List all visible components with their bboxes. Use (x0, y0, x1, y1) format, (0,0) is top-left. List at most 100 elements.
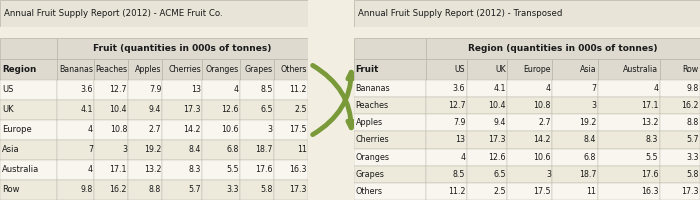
Bar (94, 80, 128, 100)
Text: Europe: Europe (524, 65, 551, 74)
Bar (0, 38, 57, 59)
Text: 8.4: 8.4 (188, 146, 201, 154)
Text: 13: 13 (455, 136, 466, 144)
Bar (240, 160, 274, 180)
Text: 9.8: 9.8 (80, 186, 93, 194)
Text: 2.5: 2.5 (494, 187, 505, 196)
Bar (0, 180, 57, 200)
Bar (162, 120, 202, 140)
Text: 17.1: 17.1 (640, 101, 658, 110)
Text: 4.1: 4.1 (80, 106, 93, 114)
Text: 9.4: 9.4 (149, 106, 161, 114)
Bar (507, 97, 552, 114)
Text: Oranges: Oranges (205, 65, 239, 74)
Text: 17.3: 17.3 (488, 136, 505, 144)
Bar (354, 27, 700, 38)
Text: Row: Row (682, 65, 699, 74)
Bar (0, 27, 308, 38)
Text: 18.7: 18.7 (579, 170, 596, 179)
Text: Asia: Asia (2, 146, 20, 154)
Bar (552, 183, 598, 200)
Bar (240, 140, 274, 160)
Bar (659, 97, 700, 114)
Bar (598, 97, 659, 114)
Text: 12.7: 12.7 (448, 101, 466, 110)
Bar (598, 59, 659, 80)
Text: 3: 3 (122, 146, 127, 154)
Text: 4.1: 4.1 (494, 84, 505, 93)
Text: 19.2: 19.2 (579, 118, 596, 127)
Bar (202, 160, 240, 180)
Text: 17.5: 17.5 (533, 187, 551, 196)
Bar (57, 38, 308, 59)
Bar (659, 131, 700, 149)
Bar (598, 80, 659, 97)
Text: 11.2: 11.2 (448, 187, 466, 196)
Text: 16.3: 16.3 (640, 187, 658, 196)
Bar (240, 59, 274, 80)
Bar (467, 80, 507, 97)
Text: 3.3: 3.3 (226, 186, 239, 194)
Text: 10.6: 10.6 (533, 153, 551, 162)
Bar (162, 160, 202, 180)
Bar (598, 114, 659, 131)
Text: 16.2: 16.2 (110, 186, 127, 194)
Bar (274, 80, 308, 100)
Bar (598, 183, 659, 200)
Bar (57, 59, 94, 80)
Bar (467, 166, 507, 183)
Text: 6.5: 6.5 (494, 170, 505, 179)
Bar (467, 59, 507, 80)
Text: 7: 7 (592, 84, 596, 93)
Bar (202, 100, 240, 120)
Text: UK: UK (2, 106, 13, 114)
Text: US: US (455, 65, 466, 74)
Bar (128, 180, 162, 200)
Text: 2.7: 2.7 (538, 118, 551, 127)
Text: 11: 11 (297, 146, 307, 154)
Bar (162, 80, 202, 100)
Bar (202, 80, 240, 100)
Bar (552, 166, 598, 183)
Bar (274, 120, 308, 140)
Text: US: US (2, 85, 13, 94)
Text: 6.8: 6.8 (226, 146, 239, 154)
Bar (354, 166, 426, 183)
Bar (128, 100, 162, 120)
Bar (128, 120, 162, 140)
Text: 12.6: 12.6 (488, 153, 505, 162)
Text: Australia: Australia (2, 166, 39, 174)
Text: Peaches: Peaches (95, 65, 127, 74)
Text: Annual Fruit Supply Report (2012) - Transposed: Annual Fruit Supply Report (2012) - Tran… (358, 9, 562, 18)
Bar (426, 97, 467, 114)
Text: 17.3: 17.3 (681, 187, 699, 196)
Bar (128, 59, 162, 80)
Text: 10.4: 10.4 (488, 101, 505, 110)
Text: Peaches: Peaches (356, 101, 389, 110)
Text: Apples: Apples (134, 65, 161, 74)
Text: 3.6: 3.6 (453, 84, 466, 93)
Text: Grapes: Grapes (356, 170, 384, 179)
Text: 4: 4 (546, 84, 551, 93)
Bar (240, 180, 274, 200)
FancyArrowPatch shape (313, 72, 355, 135)
Bar (467, 149, 507, 166)
Text: 8.8: 8.8 (149, 186, 161, 194)
Text: 5.7: 5.7 (686, 136, 699, 144)
Bar (552, 114, 598, 131)
Text: Others: Others (280, 65, 307, 74)
Bar (354, 38, 426, 59)
Bar (0, 160, 57, 180)
Bar (274, 100, 308, 120)
Bar (274, 160, 308, 180)
Text: 8.8: 8.8 (687, 118, 699, 127)
Bar (128, 160, 162, 180)
Text: 7: 7 (88, 146, 93, 154)
Bar (426, 114, 467, 131)
Bar (202, 140, 240, 160)
Bar (598, 166, 659, 183)
Text: 6.8: 6.8 (584, 153, 596, 162)
Bar (507, 149, 552, 166)
Bar (94, 100, 128, 120)
Bar (467, 131, 507, 149)
